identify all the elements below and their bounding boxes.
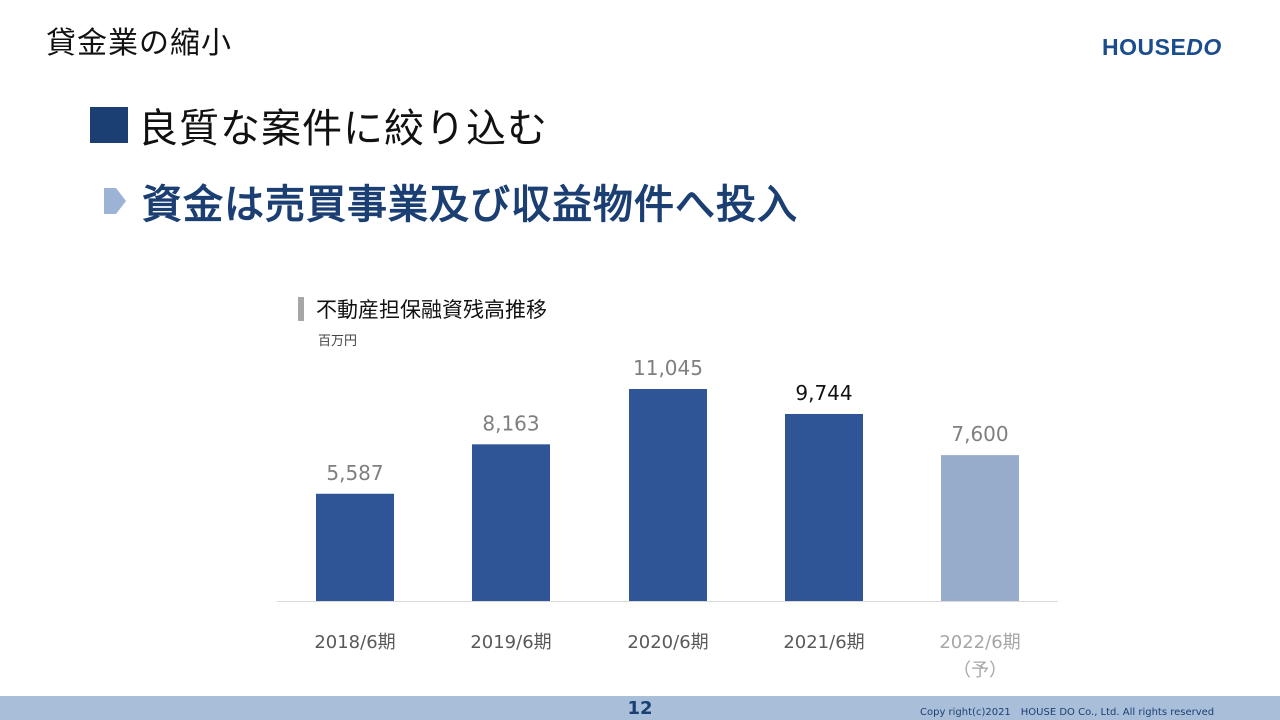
category-label-2: 2020/6期 — [627, 632, 708, 653]
value-label-0: 5,587 — [326, 461, 383, 485]
bar-chart: 5,587 2018/6期 8,163 2019/6期 11,045 2020/6期 9,7… — [277, 356, 1058, 681]
page-number: 12 — [627, 698, 653, 719]
chart-title: 不動産担保融資残高推移 — [298, 294, 547, 324]
category-label-4: 2022/6期 — [939, 632, 1020, 653]
chevron-right-icon — [104, 188, 126, 214]
slide-title: 貸金業の縮小 — [46, 26, 232, 61]
value-label-4: 7,600 — [951, 422, 1008, 446]
headline-text: 良質な案件に絞り込む — [138, 106, 548, 152]
bar-2 — [629, 389, 707, 601]
value-label-1: 8,163 — [482, 411, 539, 435]
square-bullet-icon — [90, 107, 128, 143]
logo-do-text: DO — [1186, 34, 1222, 60]
chart-title-text: 不動産担保融資残高推移 — [316, 298, 547, 322]
chart-unit-label: 百万円 — [318, 334, 358, 349]
value-label-2: 11,045 — [633, 356, 703, 380]
category-label-0: 2018/6期 — [314, 632, 395, 653]
logo-house-text: HOUSE — [1102, 34, 1187, 60]
footer-bar — [0, 696, 1280, 720]
subhead-text: 資金は売買事業及び収益物件へ投入 — [142, 182, 798, 228]
chart-title-marker — [298, 297, 304, 321]
company-logo: HOUSEDO — [1102, 34, 1222, 61]
bar-0 — [316, 493, 394, 601]
value-label-3: 9,744 — [795, 381, 852, 405]
bar-4 — [941, 455, 1019, 601]
subhead: 資金は売買事業及び収益物件へ投入 — [102, 172, 798, 230]
category-label-3: 2021/6期 — [783, 632, 864, 653]
category-label-1: 2019/6期 — [470, 632, 551, 653]
category-sublabel-4: （予） — [953, 660, 1007, 681]
bar-3 — [785, 413, 863, 601]
copyright-text: Copy right(c)2021 HOUSE DO Co., Ltd. All… — [920, 707, 1215, 718]
bar-1 — [472, 444, 550, 601]
headline: 良質な案件に絞り込む — [90, 96, 548, 154]
